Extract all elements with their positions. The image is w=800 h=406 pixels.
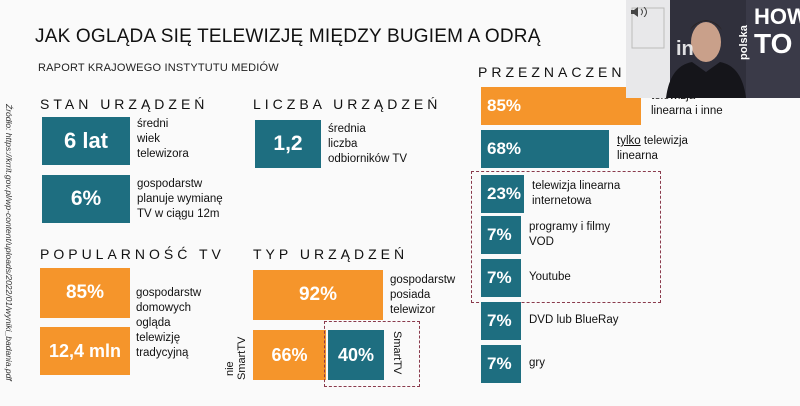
- popularnosc-label: gospodarstw domowych ogląda telewizję tradyc…: [136, 287, 202, 359]
- section-liczba-heading: LICZBA URZĄDZEŃ: [253, 96, 442, 112]
- video-text-polska: polska: [738, 25, 750, 60]
- popularnosc-percent-box: 85%: [40, 268, 130, 318]
- typ-nie-label-2: SmartTV: [236, 336, 248, 380]
- liczba-box: 1,2: [255, 120, 321, 168]
- liczba-label: średnia liczba odbiorników TV: [328, 123, 408, 165]
- typ-smart-highlight: [324, 321, 420, 387]
- chart-bar-label: gry: [529, 357, 545, 369]
- stan-age-box: 6 lat: [42, 117, 130, 165]
- chart-bar: 7%: [481, 345, 521, 383]
- chart-bar-label: DVD lub BlueRay: [529, 314, 619, 326]
- stan-replace-box: 6%: [42, 175, 130, 223]
- typ-nie-smart-box: 66%: [253, 330, 326, 380]
- typ-tv-label: gospodarstw posiada telewizor: [390, 274, 456, 316]
- chart-bar-label: Youtube: [529, 271, 571, 283]
- popularnosc-count-box: 12,4 mln: [40, 327, 130, 375]
- typ-smart-box: 40%: [328, 330, 384, 380]
- chart-bar: 23%: [481, 175, 524, 213]
- speaker-icon: [631, 6, 647, 18]
- chart-bar-label: tylko telewizja linearna: [617, 135, 688, 162]
- chart-bar: 68%: [481, 130, 609, 168]
- video-text-how: HOW: [754, 4, 800, 29]
- presenter-video: in polska HOW TO: [626, 0, 800, 98]
- page-title: JAK OGLĄDA SIĘ TELEWIZJĘ MIĘDZY BUGIEM A…: [35, 26, 541, 47]
- typ-smart-label: SmartTV: [391, 331, 403, 375]
- stan-age-label: średni wiek telewizora: [137, 118, 189, 160]
- chart-bar: 7%: [481, 216, 521, 254]
- page-subtitle: RAPORT KRAJOWEGO INSTYTUTU MEDIÓW: [38, 62, 279, 74]
- source-note: Źródło: https://krrit.gov.pl/wp-content/…: [2, 104, 16, 394]
- chart-bar: 85%: [481, 87, 641, 125]
- section-popularnosc-heading: POPULARNOŚĆ TV: [40, 246, 225, 262]
- source-text: Źródło: https://krrit.gov.pl/wp-content/…: [4, 104, 14, 381]
- video-text-in: in: [676, 38, 694, 60]
- chart-bar: 7%: [481, 259, 521, 297]
- chart-title: PRZEZNACZENIE: [478, 64, 647, 80]
- chart-bar-label: telewizja linearna internetowa: [532, 180, 621, 207]
- presenter-image: [626, 0, 800, 98]
- video-text-to: TO: [754, 28, 793, 59]
- stan-replace-label: gospodarstw planuje wymianę TV w ciągu 12m: [137, 178, 223, 220]
- chart-bar-label: programy i filmy VOD: [529, 221, 611, 248]
- video-controls[interactable]: [630, 4, 652, 18]
- typ-nie-label: nie: [224, 361, 236, 376]
- chart-highlight-box: [471, 171, 661, 303]
- section-stan-heading: STAN URZĄDZEŃ: [40, 96, 209, 112]
- section-typ-heading: TYP URZĄDZEŃ: [253, 246, 409, 262]
- typ-tv-box: 92%: [253, 270, 383, 320]
- chart-bar: 7%: [481, 302, 521, 340]
